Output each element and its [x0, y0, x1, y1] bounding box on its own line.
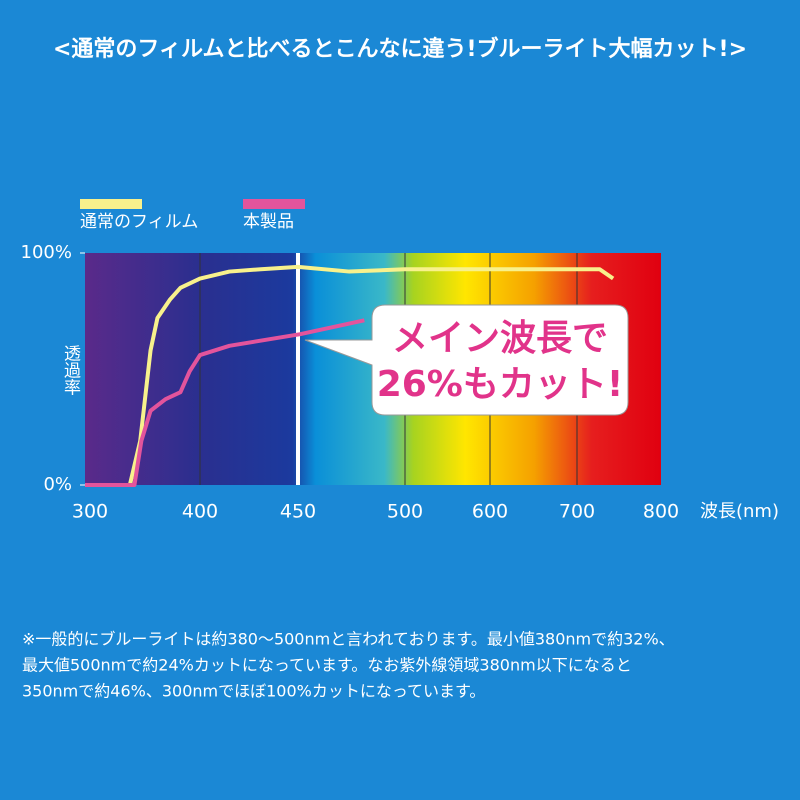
legend-swatch	[243, 199, 305, 209]
x-axis-label: 波長(nm)	[700, 501, 779, 522]
series-line	[85, 264, 615, 487]
legend-swatch	[80, 199, 142, 209]
x-tick-label: 450	[280, 501, 316, 523]
y-tick-label: 0%	[43, 474, 72, 495]
note: 最大値500nmで約24%カットになっています。なお紫外線領域380nm以下にな…	[22, 656, 632, 675]
x-tick-label: 300	[72, 501, 108, 523]
y-tick-label: 100%	[21, 242, 72, 263]
x-tick-label: 800	[643, 501, 679, 523]
title: <通常のフィルムと比べるとこんなに違う!ブルーライト大幅カット!>	[53, 36, 747, 62]
legend-label: 本製品	[243, 212, 294, 232]
x-tick-label: 600	[472, 501, 508, 523]
callout	[304, 304, 629, 416]
note: 350nmで約46%、300nmでほぼ100%カットになっています。	[22, 682, 485, 701]
series-line	[85, 318, 365, 487]
note: ※一般的にブルーライトは約380〜500nmと言われております。最小値380nm…	[22, 630, 675, 649]
callout-line: 26%もカット!	[377, 364, 624, 405]
legend-label: 通常のフィルム	[80, 212, 198, 232]
callout-line: メイン波長で	[392, 318, 608, 359]
x-tick-label: 700	[559, 501, 595, 523]
y-axis-label: 透過率	[60, 344, 81, 395]
x-tick-label: 500	[387, 501, 423, 523]
x-tick-label: 400	[182, 501, 218, 523]
